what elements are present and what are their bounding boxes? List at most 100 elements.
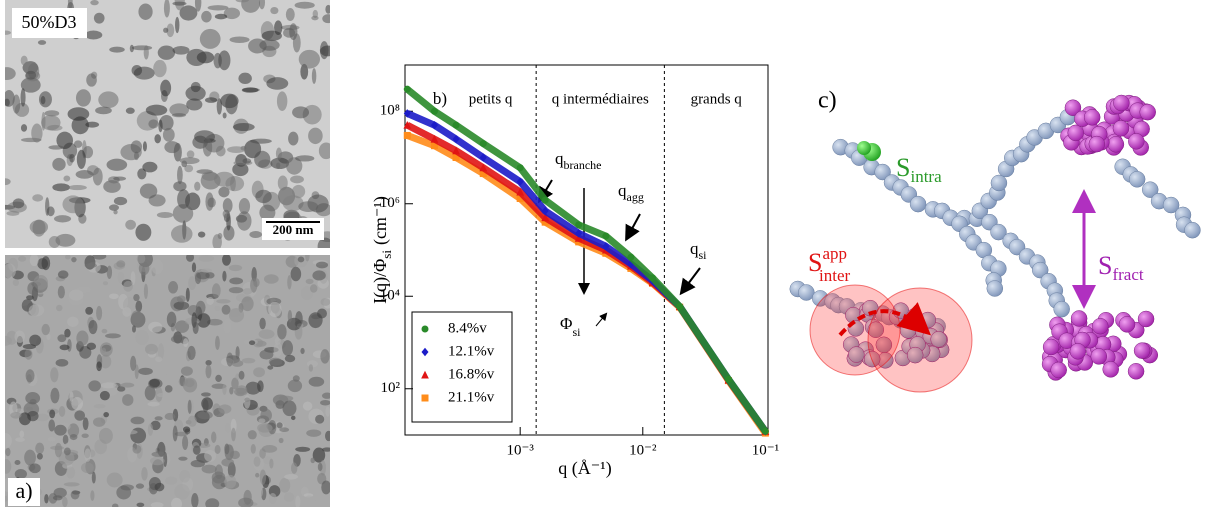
annotation: qsi [690,239,707,262]
texture [214,13,228,20]
annotation-main: q [555,149,564,168]
texture [292,375,300,382]
texture [75,89,91,107]
texture [253,456,261,467]
label-sub: intra [910,167,942,186]
texture [243,395,251,409]
texture [44,494,49,504]
texture [275,147,282,160]
texture [52,183,70,192]
sphere [1128,171,1146,188]
marker [403,85,411,93]
texture [24,349,33,360]
texture [6,210,20,216]
texture [287,310,293,323]
texture [84,448,92,462]
texture [145,104,168,116]
marker [479,153,487,162]
texture [68,185,87,191]
texture [171,113,187,118]
texture [325,406,330,417]
texture [52,157,66,171]
texture [194,0,202,12]
texture [50,367,59,383]
texture [25,392,41,405]
sphere [930,331,947,348]
texture [179,469,191,483]
marker [627,253,635,261]
texture [218,50,231,71]
texture [194,272,202,285]
marker [452,121,460,129]
texture [205,364,212,379]
texture [41,114,61,131]
texture [81,433,89,439]
texture [225,94,238,115]
texture [192,445,201,455]
sphere [1053,300,1070,318]
texture [63,175,71,182]
sphere [1083,109,1101,126]
texture [41,256,51,271]
texture [196,313,211,328]
texture [186,255,195,262]
texture [213,52,222,69]
texture [197,502,203,507]
texture [173,181,187,192]
texture [19,430,25,438]
texture [5,432,12,449]
texture [69,153,75,163]
texture [194,181,201,191]
texture [277,324,287,340]
texture [241,357,256,364]
texture [215,145,226,157]
texture [291,462,298,474]
marker [676,303,684,311]
texture [92,167,103,186]
texture [224,474,237,489]
sphere [1162,196,1180,214]
texture [53,215,72,223]
texture [221,304,231,315]
arrow [679,267,701,296]
texture [28,304,45,317]
texture [151,259,164,275]
texture [48,236,61,248]
texture [65,255,71,260]
texture [125,219,136,230]
texture [56,304,63,312]
texture [182,426,191,433]
legend-label: 16.8%v [448,366,495,382]
texture [266,77,289,90]
texture [237,211,252,231]
texture [191,262,197,273]
texture [178,456,188,461]
annotation: qbranche [555,149,601,172]
texture [283,492,295,502]
label-sub: inter [819,266,850,285]
texture [67,316,79,327]
texture [308,376,325,387]
panel-a: 50%D3 200 nm a) [5,0,330,507]
texture [222,112,227,119]
texture [100,382,116,389]
texture [166,311,177,328]
texture [58,450,75,466]
texture [205,498,220,507]
texture [156,212,174,218]
texture [282,340,294,356]
texture [197,231,206,238]
marker [602,232,610,240]
texture [135,329,149,346]
texture [41,323,50,336]
sample-box [12,8,87,38]
texture [70,490,80,500]
texture [306,429,322,437]
annotation-main: Φ [560,314,572,333]
texture [250,277,258,293]
texture [242,288,253,295]
texture [268,301,282,318]
texture [245,381,261,395]
texture [201,171,218,181]
texture [148,321,163,333]
